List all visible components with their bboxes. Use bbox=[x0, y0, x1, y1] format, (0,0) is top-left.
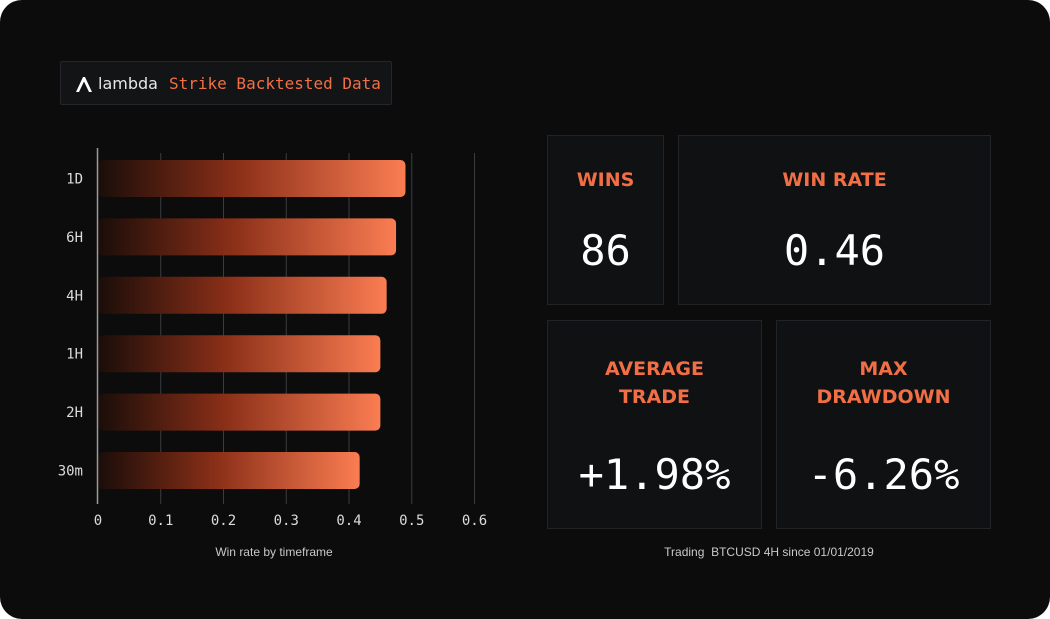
x-tick-label: 0.4 bbox=[336, 513, 361, 529]
x-tick-label: 0.1 bbox=[148, 513, 173, 529]
win-rate-bar-chart: 0 0.1 0.2 0.3 0.4 0.5 0.6 1D 6H 4H 1H 2H 30m bbox=[58, 148, 487, 529]
bar-2H bbox=[98, 393, 381, 431]
stat-wins: WINS 86 bbox=[547, 135, 664, 305]
category-label-1H: 1H bbox=[66, 347, 83, 363]
brand-name: lambda bbox=[98, 74, 158, 93]
stat-average-trade-label: AVERAGE TRADE bbox=[604, 358, 704, 408]
stat-wins-label: WINS bbox=[576, 169, 635, 191]
bar-30m bbox=[98, 452, 360, 489]
stat-win-rate: WIN RATE 0.46 bbox=[678, 135, 991, 305]
x-tick-label: 0.5 bbox=[399, 513, 424, 529]
category-label-4H: 4H bbox=[66, 288, 83, 304]
stat-max-drawdown-label: MAX DRAWDOWN bbox=[816, 358, 951, 408]
brand-tagline: Strike Backtested Data bbox=[169, 74, 381, 93]
bar-6H bbox=[98, 218, 397, 256]
x-tick-label: 0.3 bbox=[274, 513, 299, 529]
stat-win-rate-value: 0.46 bbox=[783, 226, 886, 275]
bar-4H bbox=[98, 276, 387, 314]
bar-1H bbox=[98, 335, 381, 373]
brand-header: lambda Strike Backtested Data bbox=[60, 61, 392, 105]
stat-average-trade-value: +1.98% bbox=[578, 450, 731, 499]
category-label-1D: 1D bbox=[66, 172, 83, 188]
category-label-30m: 30m bbox=[58, 464, 83, 480]
stat-max-drawdown: MAX DRAWDOWN -6.26% bbox=[776, 320, 991, 529]
category-label-6H: 6H bbox=[66, 230, 83, 246]
category-label-2H: 2H bbox=[66, 405, 83, 421]
x-tick-label: 0.6 bbox=[462, 513, 487, 529]
x-tick-label: 0.2 bbox=[211, 513, 236, 529]
lambda-logo-icon bbox=[76, 77, 92, 92]
chart-caption: Win rate by timeframe bbox=[215, 545, 333, 559]
stats-caption: Trading BTCUSD 4H since 01/01/2019 bbox=[664, 545, 874, 559]
stat-wins-value: 86 bbox=[580, 226, 631, 275]
stat-win-rate-label: WIN RATE bbox=[782, 169, 887, 191]
x-tick-label: 0 bbox=[94, 513, 102, 529]
stat-max-drawdown-value: -6.26% bbox=[807, 450, 960, 499]
bar-1D bbox=[98, 160, 406, 197]
stat-average-trade: AVERAGE TRADE +1.98% bbox=[547, 320, 762, 529]
